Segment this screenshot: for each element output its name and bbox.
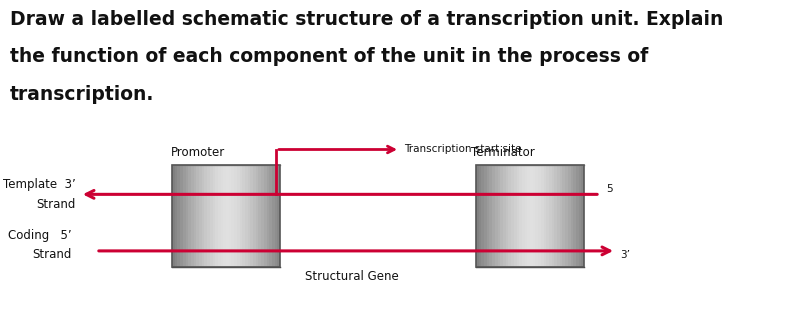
Bar (541, 165, 543, 266)
Bar (511, 165, 514, 266)
Bar (486, 165, 490, 266)
Text: transcription.: transcription. (10, 84, 154, 103)
Bar (191, 165, 194, 266)
Bar (495, 165, 498, 266)
Bar (226, 165, 229, 266)
Bar (476, 165, 584, 266)
Bar (565, 165, 568, 266)
Bar (215, 165, 218, 266)
Text: the function of each component of the unit in the process of: the function of each component of the un… (10, 47, 648, 66)
Bar (261, 165, 264, 266)
Bar (573, 165, 576, 266)
Bar (223, 165, 226, 266)
Bar (264, 165, 266, 266)
Bar (253, 165, 256, 266)
Bar (180, 165, 182, 266)
Bar (174, 165, 178, 266)
Bar (522, 165, 525, 266)
Bar (196, 165, 199, 266)
Text: 3’: 3’ (620, 250, 630, 260)
Bar (258, 165, 261, 266)
Text: Transcription start site: Transcription start site (404, 144, 522, 153)
Bar (256, 165, 258, 266)
Text: Coding   5’: Coding 5’ (8, 229, 72, 242)
Bar (517, 165, 519, 266)
Bar (248, 165, 250, 266)
Bar (560, 165, 562, 266)
Bar (229, 165, 231, 266)
Bar (500, 165, 503, 266)
Bar (266, 165, 269, 266)
Bar (478, 165, 482, 266)
Bar (205, 165, 207, 266)
Bar (538, 165, 541, 266)
Bar (199, 165, 202, 266)
Bar (546, 165, 549, 266)
Bar (270, 165, 272, 266)
Bar (549, 165, 552, 266)
Text: Draw a labelled schematic structure of a transcription unit. Explain: Draw a labelled schematic structure of a… (10, 10, 723, 29)
Bar (188, 165, 191, 266)
Bar (239, 165, 242, 266)
Bar (570, 165, 573, 266)
Bar (210, 165, 213, 266)
Bar (514, 165, 517, 266)
Bar (509, 165, 511, 266)
Bar (543, 165, 546, 266)
Bar (218, 165, 221, 266)
Bar (274, 165, 278, 266)
Bar (182, 165, 186, 266)
Bar (535, 165, 538, 266)
Text: Promoter: Promoter (171, 146, 226, 159)
Bar (530, 165, 533, 266)
Text: 5: 5 (606, 184, 613, 193)
Bar (278, 165, 280, 266)
Bar (492, 165, 495, 266)
Bar (503, 165, 506, 266)
Bar (554, 165, 557, 266)
Bar (172, 165, 174, 266)
Bar (527, 165, 530, 266)
Bar (242, 165, 245, 266)
Bar (476, 165, 478, 266)
Text: Strand: Strand (33, 248, 72, 261)
Text: Strand: Strand (37, 198, 76, 211)
Text: Template  3’: Template 3’ (3, 178, 76, 191)
Bar (582, 165, 584, 266)
Bar (245, 165, 248, 266)
Bar (234, 165, 237, 266)
Bar (562, 165, 565, 266)
Bar (186, 165, 188, 266)
Bar (272, 165, 274, 266)
Bar (194, 165, 196, 266)
Bar (506, 165, 509, 266)
Bar (172, 165, 280, 266)
Bar (525, 165, 527, 266)
Bar (552, 165, 554, 266)
Bar (576, 165, 578, 266)
Bar (557, 165, 560, 266)
Bar (568, 165, 570, 266)
Bar (207, 165, 210, 266)
Bar (202, 165, 205, 266)
Bar (221, 165, 223, 266)
Bar (231, 165, 234, 266)
Bar (178, 165, 180, 266)
Bar (490, 165, 492, 266)
Text: Structural Gene: Structural Gene (305, 270, 399, 283)
Bar (578, 165, 582, 266)
Bar (250, 165, 253, 266)
Bar (213, 165, 215, 266)
Bar (519, 165, 522, 266)
Bar (484, 165, 486, 266)
Bar (482, 165, 484, 266)
Text: Terminator: Terminator (470, 146, 534, 159)
Bar (237, 165, 239, 266)
Bar (533, 165, 535, 266)
Bar (498, 165, 500, 266)
